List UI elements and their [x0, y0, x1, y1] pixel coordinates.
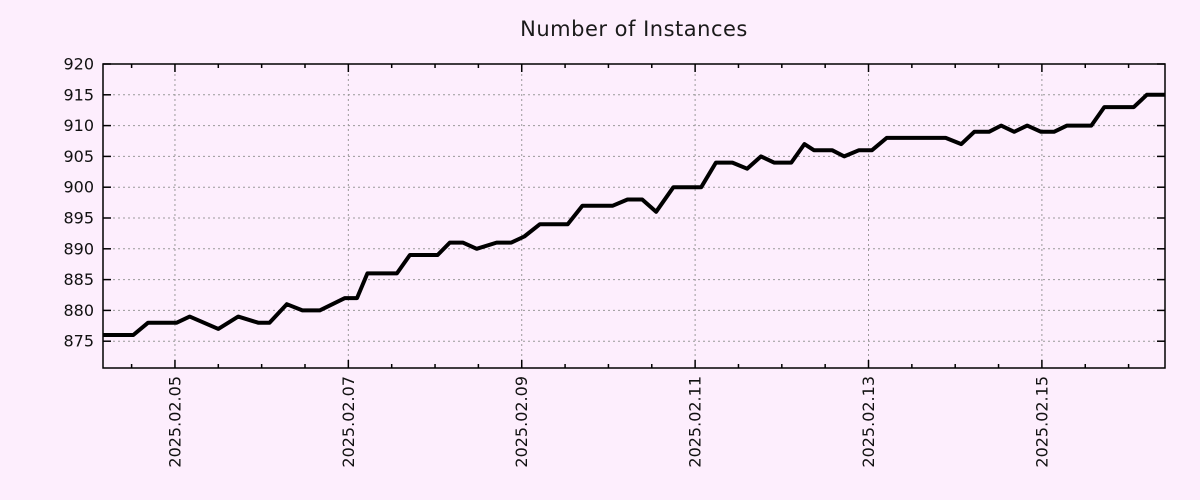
y-tick-label: 915: [63, 85, 94, 104]
y-tick-label: 890: [63, 239, 94, 258]
x-tick-label: 2025.02.11: [686, 376, 705, 468]
y-tick-label: 910: [63, 116, 94, 135]
x-tick-label: 2025.02.07: [339, 376, 358, 468]
x-tick-label: 2025.02.09: [512, 376, 531, 468]
x-tick-label: 2025.02.13: [859, 376, 878, 468]
y-tick-label: 905: [63, 147, 94, 166]
y-tick-label: 875: [63, 332, 94, 351]
chart-title: Number of Instances: [520, 17, 748, 41]
y-tick-label: 885: [63, 270, 94, 289]
x-tick-label: 2025.02.15: [1032, 376, 1051, 468]
y-tick-label: 900: [63, 178, 94, 197]
series-line: [103, 92, 1165, 337]
y-tick-label: 895: [63, 209, 94, 228]
y-tick-label: 920: [63, 55, 94, 74]
y-tick-label: 880: [63, 301, 94, 320]
x-tick-label: 2025.02.05: [165, 376, 184, 468]
plot-border: [102, 63, 1166, 369]
